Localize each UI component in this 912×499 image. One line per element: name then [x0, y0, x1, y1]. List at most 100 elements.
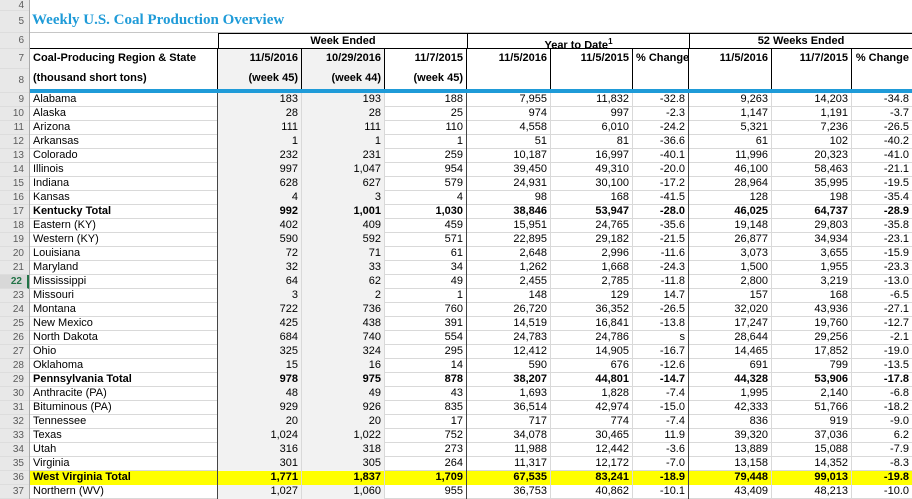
value-cell[interactable]: 2 [302, 289, 385, 303]
column-header[interactable]: 11/7/2015 [772, 49, 852, 89]
row-header[interactable]: 12 [0, 135, 29, 149]
value-cell[interactable]: -21.5 [633, 233, 689, 247]
value-cell[interactable]: 30,100 [551, 177, 633, 191]
value-cell[interactable]: -27.1 [883, 303, 909, 315]
value-cell[interactable]: 10,187 [467, 149, 551, 163]
value-cell[interactable]: 6,010 [551, 121, 633, 135]
value-cell[interactable]: 64,737 [772, 205, 852, 219]
value-cell[interactable]: -34.8 [883, 93, 909, 105]
value-cell[interactable]: 1,001 [302, 205, 385, 219]
value-cell[interactable]: -28.9 [883, 205, 909, 217]
value-cell[interactable]: 7,236 [772, 121, 852, 135]
value-cell[interactable]: -11.6 [633, 247, 689, 261]
value-cell[interactable]: 38,846 [467, 205, 551, 219]
value-cell[interactable]: 1,837 [302, 471, 385, 485]
value-cell[interactable]: -7.4 [633, 387, 689, 401]
value-cell[interactable]: 318 [302, 443, 385, 457]
value-cell[interactable]: 13,158 [689, 457, 772, 471]
value-cell[interactable]: -35.8 [883, 219, 909, 231]
value-cell[interactable]: -8.3 [890, 457, 909, 469]
value-cell[interactable]: 28,964 [689, 177, 772, 191]
value-cell[interactable]: 324 [302, 345, 385, 359]
value-cell[interactable]: -35.4 [883, 191, 909, 203]
value-cell[interactable]: 30,465 [551, 429, 633, 443]
value-cell[interactable]: -14.7 [633, 373, 689, 387]
row-header[interactable]: 27 [0, 345, 29, 359]
value-cell[interactable]: 14,465 [689, 345, 772, 359]
state-cell[interactable]: Kentucky Total [30, 205, 218, 219]
value-cell[interactable]: 26,720 [467, 303, 551, 317]
state-cell[interactable]: Maryland [30, 261, 218, 275]
value-cell[interactable]: 99,013 [772, 471, 852, 485]
value-cell[interactable]: 16,841 [551, 317, 633, 331]
value-cell[interactable]: 62 [302, 275, 385, 289]
value-cell[interactable]: 835 [385, 401, 467, 415]
value-cell[interactable]: 3 [302, 191, 385, 205]
value-cell[interactable]: 24,765 [551, 219, 633, 233]
value-cell[interactable]: 11,832 [551, 93, 633, 107]
value-cell[interactable]: -19.8 [852, 471, 912, 485]
value-cell[interactable]: 19,760 [772, 317, 852, 331]
state-cell[interactable]: Tennessee [30, 415, 218, 429]
column-header[interactable]: 11/7/2015 (week 45) [385, 49, 467, 89]
value-cell[interactable]: 16 [302, 359, 385, 373]
value-cell[interactable]: 61 [385, 247, 467, 261]
value-cell[interactable]: -9.0 [890, 415, 909, 427]
state-cell[interactable]: Anthracite (PA) [30, 387, 218, 401]
row-header[interactable]: 25 [0, 317, 29, 331]
value-cell[interactable]: 25 [385, 107, 467, 121]
value-cell[interactable]: 2,800 [689, 275, 772, 289]
value-cell[interactable]: -23.3 [883, 261, 909, 273]
value-cell[interactable]: 40,862 [551, 485, 633, 499]
value-cell[interactable]: 391 [385, 317, 467, 331]
value-cell[interactable]: 4 [218, 191, 302, 205]
value-cell[interactable]: -40.1 [633, 149, 689, 163]
value-cell[interactable]: 36,514 [467, 401, 551, 415]
value-cell[interactable]: 14.7 [633, 289, 689, 303]
value-cell[interactable]: 1,828 [551, 387, 633, 401]
value-cell[interactable]: 168 [551, 191, 633, 205]
value-cell[interactable]: 48 [218, 387, 302, 401]
row-header[interactable]: 10 [0, 107, 29, 121]
value-cell[interactable]: 12,172 [551, 457, 633, 471]
row-header[interactable]: 37 [0, 485, 29, 499]
value-cell[interactable]: 878 [385, 373, 467, 387]
value-cell[interactable]: 1,995 [689, 387, 772, 401]
value-cell[interactable]: 409 [302, 219, 385, 233]
value-cell[interactable]: 231 [302, 149, 385, 163]
row-header[interactable]: 11 [0, 121, 29, 135]
row-header[interactable]: 33 [0, 429, 29, 443]
row-header[interactable]: 35 [0, 457, 29, 471]
value-cell[interactable]: 28,644 [689, 331, 772, 345]
group-header-52-weeks[interactable]: 52 Weeks Ended [689, 33, 912, 48]
value-cell[interactable]: -19.5 [883, 177, 909, 189]
value-cell[interactable]: -7.4 [633, 415, 689, 429]
row-header[interactable]: 29 [0, 373, 29, 387]
value-cell[interactable]: 997 [218, 163, 302, 177]
value-cell[interactable]: 36,352 [551, 303, 633, 317]
value-cell[interactable]: 4 [385, 191, 467, 205]
value-cell[interactable]: -12.7 [883, 317, 909, 329]
group-header-week-ended[interactable]: Week Ended [218, 33, 467, 48]
state-cell[interactable]: Indiana [30, 177, 218, 191]
value-cell[interactable]: 34,078 [467, 429, 551, 443]
value-cell[interactable]: 15 [218, 359, 302, 373]
value-cell[interactable]: 13,889 [689, 443, 772, 457]
value-cell[interactable]: 110 [385, 121, 467, 135]
value-cell[interactable]: 38,207 [467, 373, 551, 387]
value-cell[interactable]: -13.0 [883, 275, 909, 287]
value-cell[interactable]: 836 [689, 415, 772, 429]
value-cell[interactable]: 7,955 [467, 93, 551, 107]
group-header-spacer[interactable] [30, 33, 218, 48]
state-cell[interactable]: Kansas [30, 191, 218, 205]
value-cell[interactable]: 29,182 [551, 233, 633, 247]
value-cell[interactable]: 736 [302, 303, 385, 317]
value-cell[interactable]: 301 [218, 457, 302, 471]
value-cell[interactable]: 42,974 [551, 401, 633, 415]
row-header[interactable]: 28 [0, 359, 29, 373]
value-cell[interactable]: -10.1 [633, 485, 689, 499]
row-header[interactable]: 17 [0, 205, 29, 219]
value-cell[interactable]: 14 [385, 359, 467, 373]
state-cell[interactable]: New Mexico [30, 317, 218, 331]
value-cell[interactable]: 49 [385, 275, 467, 289]
